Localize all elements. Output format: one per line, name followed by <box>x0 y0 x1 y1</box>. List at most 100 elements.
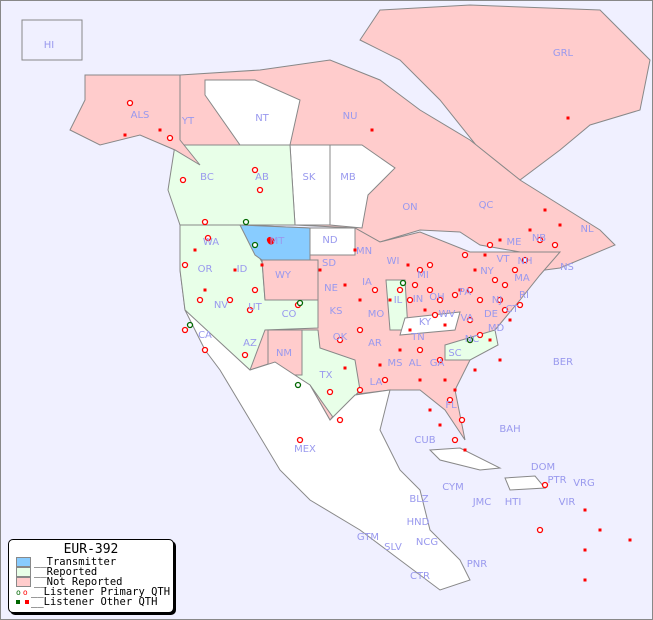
region-label-nd: ND <box>322 235 337 246</box>
region-label-hi: HI <box>44 40 54 51</box>
region-label-ns: NS <box>560 262 574 273</box>
region-label-ca: CA <box>198 330 212 341</box>
region-label-ar: AR <box>368 338 382 349</box>
region-label-sk: SK <box>303 172 316 183</box>
listener-primary-qth-marker <box>476 296 484 304</box>
listener-other-qth-marker <box>473 368 477 372</box>
legend-item-other-qth: __Listener Other QTH <box>16 596 173 608</box>
listener-other-qth-marker <box>598 528 602 532</box>
listener-primary-qth-marker <box>466 316 474 324</box>
listener-primary-qth-marker <box>179 176 187 184</box>
listener-primary-qth-marker <box>201 346 209 354</box>
region-kentucky[interactable] <box>399 311 461 336</box>
region-mexico[interactable] <box>184 309 471 591</box>
listener-primary-qth-marker <box>516 301 524 309</box>
listener-primary-qth-marker <box>296 436 304 444</box>
listener-primary-qth-marker <box>536 236 544 244</box>
listener-other-qth-marker <box>488 338 492 342</box>
region-saskatchewan[interactable] <box>289 144 331 226</box>
region-label-slv: SLV <box>384 542 402 553</box>
listener-other-qth-marker <box>353 248 357 252</box>
region-north-dakota[interactable] <box>309 227 356 256</box>
region-manitoba[interactable] <box>329 144 396 229</box>
listener-other-qth-marker <box>443 378 447 382</box>
reported-swatch <box>16 567 31 577</box>
region-label-al: AL <box>409 358 422 369</box>
region-label-ms: MS <box>388 358 403 369</box>
listener-other-qth-marker <box>453 388 457 392</box>
region-label-tx: TX <box>319 370 333 381</box>
transmitter-marker <box>267 237 275 245</box>
region-label-nj: NJ <box>492 295 502 306</box>
listener-other-qth-marker <box>463 448 467 452</box>
listener-other-qth-marker <box>343 283 347 287</box>
region-label-oh: OH <box>429 292 444 303</box>
region-label-ut: UT <box>248 302 262 313</box>
region-label-nb: NB <box>532 233 546 244</box>
region-alaska[interactable] <box>69 74 201 166</box>
listener-other-qth-marker <box>203 288 207 292</box>
region-cuba[interactable] <box>428 447 502 471</box>
legend-label: __Not Reported <box>34 576 123 588</box>
region-label-blz: BLZ <box>409 494 428 505</box>
listener-primary-qth-marker <box>411 281 419 289</box>
listener-primary-qth-marker <box>251 241 259 249</box>
region-label-il: IL <box>394 295 403 306</box>
region-label-wy: WY <box>275 270 292 281</box>
listener-other-qth-marker <box>458 288 462 292</box>
region-label-vrg: VRG <box>573 478 595 489</box>
region-label-yt: YT <box>181 116 195 127</box>
region-label-wi: WI <box>387 256 400 267</box>
region-label-ny: NY <box>480 266 494 277</box>
region-label-ga: GA <box>430 358 445 369</box>
listener-primary-qth-marker <box>436 296 444 304</box>
region-label-mn: MN <box>356 246 372 257</box>
listener-other-qth-marker <box>193 248 197 252</box>
listener-primary-qth-marker <box>336 416 344 424</box>
region-label-or: OR <box>198 264 213 275</box>
legend-label: __Transmitter <box>34 556 117 568</box>
listener-primary-qth-marker <box>126 99 134 107</box>
legend: EUR-392 __Transmitter __Reported __Not R… <box>8 539 174 613</box>
region-label-la: LA <box>370 377 383 388</box>
region-label-mb: MB <box>340 172 356 183</box>
region-label-ia: IA <box>362 277 372 288</box>
listener-primary-qth-marker <box>242 218 250 226</box>
listener-other-qth-marker <box>566 116 570 120</box>
listener-primary-qth-marker <box>186 321 194 329</box>
region-label-ri: RI <box>519 290 529 301</box>
listener-other-qth-marker <box>370 128 374 132</box>
region-hawaii-box[interactable] <box>21 19 83 61</box>
listener-primary-qth-marker <box>251 286 259 294</box>
region-label-vt: VT <box>497 254 511 265</box>
listener-primary-qth-marker <box>446 396 454 404</box>
region-label-bah: BAH <box>499 424 520 435</box>
listener-other-qth-marker <box>498 358 502 362</box>
region-label-de: DE <box>484 309 498 320</box>
listener-other-qth-marker <box>343 366 347 370</box>
listener-primary-qth-marker <box>511 266 519 274</box>
region-label-fl: FL <box>445 400 457 411</box>
region-label-cym: CYM <box>442 482 464 493</box>
region-label-hnd: HND <box>407 517 430 528</box>
listener-other-qth-marker <box>233 268 237 272</box>
region-label-dom: DOM <box>531 462 555 473</box>
listener-other-qth-marker <box>406 263 410 267</box>
region-greenland[interactable] <box>359 4 651 181</box>
listener-primary-qth-marker <box>436 356 444 364</box>
region-label-mex: MEX <box>294 444 316 455</box>
listener-primary-qth-marker <box>496 296 504 304</box>
listener-primary-qth-marker <box>536 526 544 534</box>
listener-other-qth-marker <box>583 578 587 582</box>
listener-primary-qth-marker <box>399 279 407 287</box>
region-label-nc: NC <box>465 334 479 345</box>
listener-primary-qth-marker <box>381 376 389 384</box>
region-label-nt: NT <box>255 113 269 124</box>
region-montana[interactable] <box>239 224 311 261</box>
region-label-als: ALS <box>131 110 150 121</box>
region-label-nu: NU <box>343 111 358 122</box>
region-north-carolina[interactable] <box>444 329 499 361</box>
listener-primary-qth-marker <box>521 256 529 264</box>
